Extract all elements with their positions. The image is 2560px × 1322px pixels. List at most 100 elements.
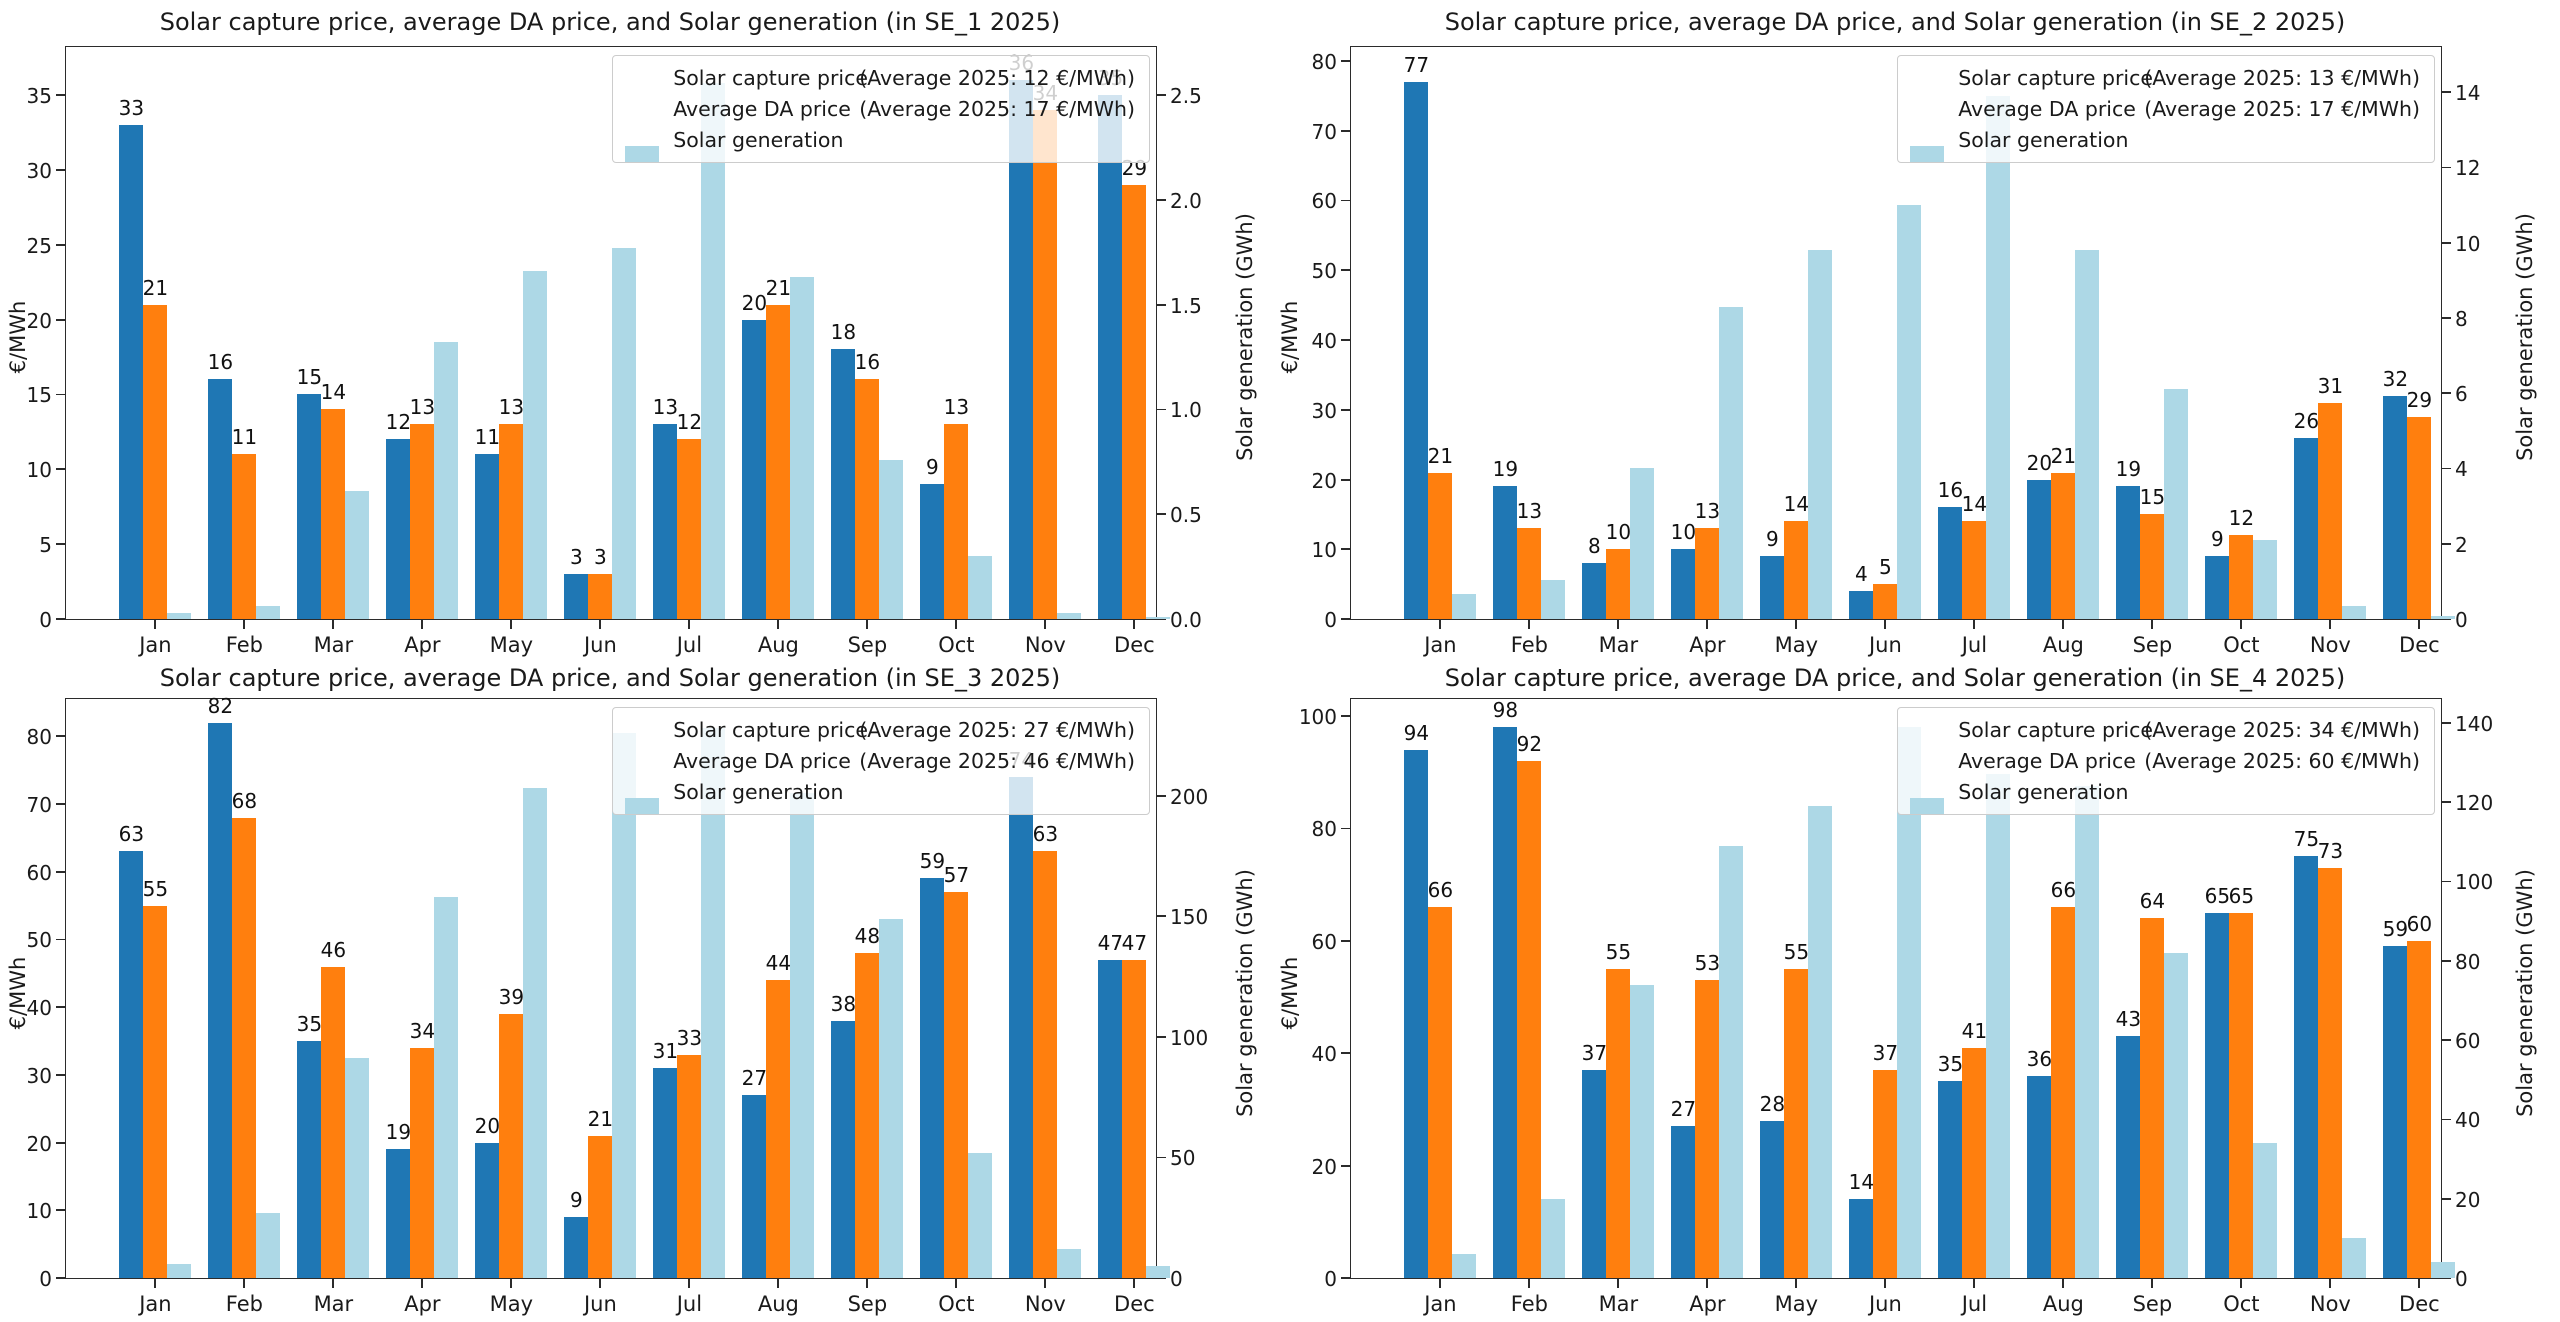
solar-generation-bar — [879, 459, 904, 619]
solar-generation-bar — [167, 612, 192, 619]
x-axis-month-label: Sep — [2132, 633, 2173, 657]
solar-capture-price-bar — [920, 484, 945, 619]
da-bar-value-label: 55 — [142, 876, 169, 901]
x-axis-tickmark — [599, 619, 602, 629]
right-axis-tickmark — [2441, 166, 2451, 169]
solar-generation-bar — [612, 732, 637, 1278]
average-da-price-bar — [2051, 907, 2076, 1278]
da-bar-value-label: 41 — [1961, 1018, 1988, 1043]
x-axis-tickmark — [955, 1278, 958, 1288]
solar-generation-bar — [434, 342, 459, 619]
capture-bar-value-label: 32 — [2382, 366, 2409, 391]
right-axis-tickmark — [1156, 1156, 1166, 1159]
legend-label: Average DA price — [1958, 749, 2136, 773]
x-axis-tickmark — [1706, 1278, 1709, 1288]
da-bar-value-label: 66 — [2050, 878, 2077, 902]
x-axis-month-label: Mar — [1598, 633, 1639, 657]
right-axis-tick-label: 40 — [2455, 1108, 2481, 1133]
da-bar-value-label: 48 — [854, 923, 881, 948]
solar-capture-price-bar — [1849, 591, 1874, 619]
average-da-price-bar — [321, 409, 346, 619]
solar-generation-bar — [1986, 774, 2011, 1278]
solar-generation-bar — [256, 1212, 281, 1278]
solar-capture-price-bar — [1098, 959, 1123, 1278]
x-axis-tickmark — [510, 619, 513, 629]
solar-capture-price-bar — [1760, 556, 1785, 619]
left-axis-tick-label: 100 — [1298, 704, 1337, 729]
x-axis-tickmark — [243, 1278, 246, 1288]
x-axis-month-label: Nov — [2309, 633, 2351, 657]
legend-label: Average DA price — [1958, 97, 2136, 121]
solar-generation-bar — [1719, 306, 1744, 619]
capture-bar-value-label: 82 — [207, 693, 234, 718]
average-da-price-bar — [2229, 912, 2254, 1278]
solar-capture-price-bar — [1404, 749, 1429, 1278]
solar-generation-bar — [523, 788, 548, 1278]
solar-generation-bar — [612, 248, 637, 619]
left-axis-tick-label: 20 — [26, 1131, 52, 1156]
x-axis-tickmark — [1617, 1278, 1620, 1288]
left-axis-tickmark — [1341, 408, 1351, 411]
solar-generation-bar — [167, 1263, 192, 1278]
x-axis-month-label: Feb — [225, 633, 263, 657]
x-axis-month-label: Apr — [404, 633, 441, 657]
solar-capture-price-bar — [208, 379, 233, 619]
solar-generation-bar — [1146, 1265, 1171, 1278]
capture-bar-value-label: 18 — [830, 320, 857, 345]
x-axis-tickmark — [421, 619, 424, 629]
solar-generation-bar — [701, 82, 726, 619]
left-axis-tickmark — [56, 468, 66, 471]
da-bar-value-label: 65 — [2228, 883, 2255, 908]
left-axis-tickmark — [1341, 1277, 1351, 1279]
left-axis-tickmark — [1341, 60, 1351, 62]
x-axis-month-label: May — [489, 633, 534, 657]
x-axis-month-label: Jan — [139, 633, 172, 657]
x-axis-tickmark — [510, 1278, 513, 1288]
solar-generation-bar — [1897, 726, 1922, 1278]
capture-bar-value-label: 11 — [474, 425, 501, 450]
capture-bar-value-label: 33 — [118, 95, 145, 120]
right-axis-tick-label: 12 — [2455, 156, 2481, 181]
solar-generation-bar — [1808, 250, 1833, 619]
legend-label: Solar capture price — [1958, 66, 2153, 90]
solar-generation-bar — [434, 896, 459, 1278]
average-da-price-bar — [944, 424, 969, 619]
plot-area-se4: 0 20 40 60 80 100 0 20 40 60 80 100 120 140 Jan 94 66 Feb… — [1299, 698, 2493, 1316]
left-axis-tickmark — [1341, 269, 1351, 272]
left-axis-tickmark — [1341, 548, 1351, 551]
left-axis-tick-label: 40 — [1311, 1042, 1337, 1067]
solar-capture-price-bar — [2294, 437, 2319, 619]
x-axis-month-label: Oct — [938, 1292, 975, 1316]
solar-capture-price-bar — [564, 1217, 589, 1278]
capture-bar-value-label: 59 — [2382, 917, 2409, 942]
left-axis-tick-label: 25 — [26, 233, 52, 258]
right-axis-tick-label: 0 — [2455, 1267, 2468, 1291]
capture-bar-value-label: 12 — [385, 410, 412, 435]
x-axis-tickmark — [688, 619, 691, 629]
solar-capture-price-bar — [1760, 1120, 1785, 1278]
right-axis-tick-label: 0.0 — [1170, 608, 1202, 632]
average-da-price-bar — [1873, 1070, 1898, 1278]
x-axis-tickmark — [2329, 619, 2332, 629]
da-bar-value-label: 37 — [1872, 1041, 1899, 1066]
right-axis-tick-label: 100 — [2455, 870, 2494, 895]
x-axis-month-label: Nov — [2309, 1292, 2351, 1316]
left-axis-tick-label: 0 — [1324, 608, 1337, 632]
solar-generation-bar — [1897, 205, 1922, 619]
left-axis-tick-label: 0 — [39, 1267, 52, 1291]
y-axis-label-left-se2: €/MWh — [1278, 300, 1302, 374]
x-axis-tickmark — [2418, 1278, 2421, 1288]
average-da-price-bar — [677, 1054, 702, 1278]
capture-bar-value-label: 20 — [2026, 450, 2053, 475]
solar-capture-price-bar — [2116, 1036, 2141, 1278]
capture-bar-value-label: 15 — [296, 365, 323, 390]
capture-bar-value-label: 94 — [1403, 720, 1430, 745]
x-axis-tickmark — [955, 619, 958, 629]
left-axis-tickmark — [56, 1141, 66, 1144]
right-axis-tick-label: 1.0 — [1170, 398, 1202, 423]
solar-generation-bar — [1541, 1198, 1566, 1278]
legend-label: Solar generation — [1958, 128, 2129, 152]
right-axis-tick-label: 6 — [2455, 382, 2468, 407]
left-axis-tick-label: 10 — [26, 458, 52, 483]
x-axis-tickmark — [332, 619, 335, 629]
